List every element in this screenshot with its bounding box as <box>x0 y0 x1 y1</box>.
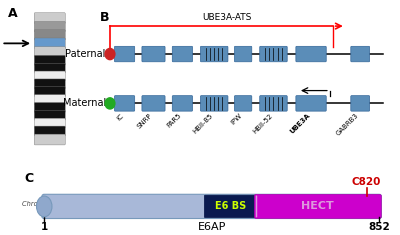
FancyBboxPatch shape <box>234 96 252 111</box>
Circle shape <box>105 48 115 60</box>
Text: C: C <box>24 172 34 185</box>
FancyBboxPatch shape <box>34 79 65 89</box>
FancyBboxPatch shape <box>114 46 135 62</box>
Text: C820: C820 <box>352 177 381 187</box>
Text: A: A <box>8 7 18 20</box>
FancyBboxPatch shape <box>42 194 381 219</box>
FancyBboxPatch shape <box>296 46 326 62</box>
FancyBboxPatch shape <box>254 194 381 219</box>
FancyBboxPatch shape <box>260 96 287 111</box>
FancyBboxPatch shape <box>142 96 165 111</box>
FancyBboxPatch shape <box>114 96 135 111</box>
FancyBboxPatch shape <box>200 46 228 62</box>
FancyBboxPatch shape <box>351 46 370 62</box>
Text: B: B <box>100 11 110 24</box>
FancyBboxPatch shape <box>142 46 165 62</box>
FancyBboxPatch shape <box>34 102 65 112</box>
Text: PAR5: PAR5 <box>166 112 182 129</box>
Text: 852: 852 <box>368 222 390 232</box>
FancyBboxPatch shape <box>200 96 228 111</box>
Ellipse shape <box>36 196 52 217</box>
Text: Chromosome 15: Chromosome 15 <box>22 201 77 207</box>
FancyBboxPatch shape <box>34 95 65 105</box>
FancyBboxPatch shape <box>34 87 65 97</box>
FancyBboxPatch shape <box>204 195 258 218</box>
FancyBboxPatch shape <box>234 46 252 62</box>
FancyBboxPatch shape <box>260 46 287 62</box>
Circle shape <box>105 98 115 109</box>
FancyBboxPatch shape <box>34 118 65 128</box>
Text: UBE3A: UBE3A <box>288 112 311 135</box>
FancyBboxPatch shape <box>34 55 65 65</box>
Text: E6AP: E6AP <box>198 222 226 232</box>
Text: 1: 1 <box>41 222 48 232</box>
Text: SNRP: SNRP <box>136 112 154 130</box>
Text: IPW: IPW <box>230 112 243 126</box>
FancyBboxPatch shape <box>34 13 65 24</box>
Text: Maternal: Maternal <box>62 98 106 108</box>
Text: E6 BS: E6 BS <box>215 201 246 212</box>
FancyBboxPatch shape <box>34 110 65 120</box>
FancyBboxPatch shape <box>172 96 192 111</box>
FancyBboxPatch shape <box>34 47 65 57</box>
FancyBboxPatch shape <box>34 134 65 145</box>
FancyBboxPatch shape <box>34 38 65 49</box>
FancyBboxPatch shape <box>351 96 370 111</box>
Text: HBII-52: HBII-52 <box>251 112 274 134</box>
Text: GABRB3: GABRB3 <box>336 112 360 137</box>
FancyBboxPatch shape <box>34 71 65 81</box>
Text: HECT: HECT <box>302 201 334 212</box>
FancyBboxPatch shape <box>34 30 65 40</box>
Text: Paternal: Paternal <box>66 49 106 59</box>
FancyBboxPatch shape <box>34 21 65 32</box>
Text: IC: IC <box>116 112 124 121</box>
FancyBboxPatch shape <box>296 96 326 111</box>
Text: UBE3A-ATS: UBE3A-ATS <box>202 13 252 22</box>
FancyBboxPatch shape <box>34 63 65 73</box>
FancyBboxPatch shape <box>256 196 257 217</box>
Text: HBII-85: HBII-85 <box>192 112 214 134</box>
FancyBboxPatch shape <box>34 126 65 136</box>
FancyBboxPatch shape <box>172 46 192 62</box>
